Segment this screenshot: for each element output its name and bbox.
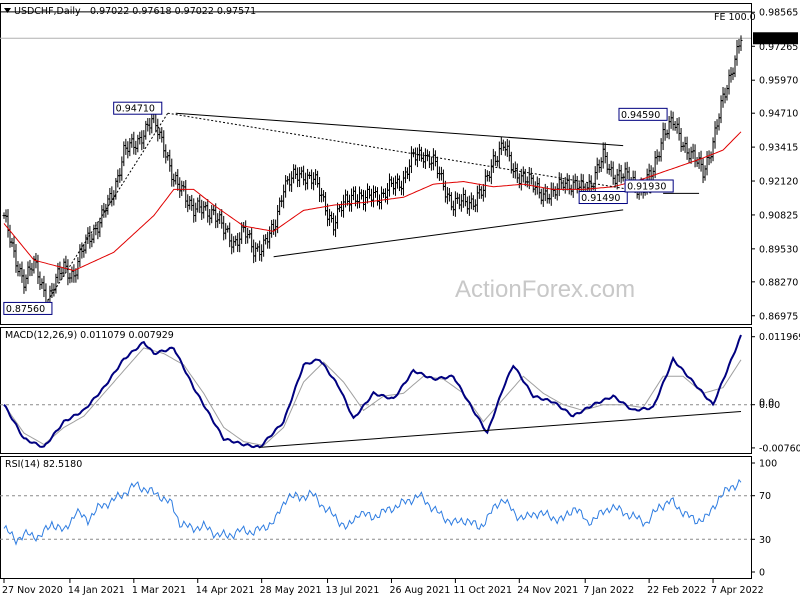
price-y-tick-label: 0.89530 — [759, 244, 798, 255]
price-y-tick-label: 0.95970 — [759, 76, 798, 87]
price-annotation: 0.94710 — [116, 104, 155, 115]
macd-title: MACD(12,26,9) 0.011079 0.007929 — [5, 330, 174, 341]
x-tick-label: 7 Apr 2022 — [711, 585, 764, 596]
dropdown-triangle-icon[interactable] — [4, 8, 11, 13]
price-y-tick-label: 0.88270 — [759, 277, 798, 288]
moving-average-line — [3, 131, 742, 272]
price-annotation-box — [578, 191, 628, 205]
macd-line — [3, 334, 742, 449]
macd-layer — [0, 334, 751, 449]
price-annotation-box — [618, 107, 668, 121]
price-y-tick-label: 0.94710 — [759, 109, 798, 120]
x-tick-label: 13 Jul 2021 — [326, 585, 380, 596]
price-annotation: 0.87560 — [6, 304, 45, 315]
trendline — [47, 112, 169, 301]
price-y-tick-label: 0.93415 — [759, 143, 798, 154]
macd-y-tick-label: -0.007604 — [759, 443, 800, 454]
x-tick-label: 26 Aug 2021 — [389, 585, 450, 596]
rsi-y-tick-label: 0 — [759, 568, 765, 579]
price-y-tick-label: 0.92120 — [759, 177, 798, 188]
last-price-tag — [753, 32, 798, 45]
x-tick-label: 7 Jan 2022 — [583, 585, 634, 596]
price-annotation: 0.94590 — [621, 110, 660, 121]
axis-layer: 0.98565 0.97265 0.95970 0.94710 0.93415 0.921… — [2, 8, 800, 596]
macd-y-tick-label: 0.011969 — [759, 332, 800, 343]
rsi-y-tick-label: 30 — [759, 535, 771, 546]
fe-label: FE 100.0 — [714, 12, 756, 23]
price-bar — [739, 35, 743, 52]
macd-zero-label-extra: 0.0 — [759, 398, 774, 409]
price-y-tick-label: 0.97265 — [759, 42, 798, 53]
x-tick-label: 22 Feb 2022 — [647, 585, 706, 596]
watermark: ActionForex.com — [455, 276, 635, 303]
rsi-title: RSI(14) 82.5180 — [5, 459, 82, 470]
trendline — [167, 112, 654, 194]
x-tick-label: 24 Nov 2021 — [517, 585, 578, 596]
x-tick-label: 11 Oct 2021 — [453, 585, 512, 596]
trendline — [175, 112, 624, 147]
price-y-tick-label: 0.98565 — [759, 8, 798, 19]
rsi-y-tick-label: 70 — [759, 491, 771, 502]
price-layer: 0.94710 0.87560 0.94590 0.91490 0.91930 — [0, 11, 751, 315]
macd-signal-line — [3, 347, 742, 447]
price-annotation-box — [3, 301, 53, 315]
x-tick-label: 14 Jan 2021 — [68, 585, 125, 596]
price-annotation-box — [113, 101, 163, 115]
macd-y-tick-label: 0.00 — [759, 400, 780, 411]
x-tick-label: 1 Mar 2021 — [132, 585, 186, 596]
x-tick-label: 14 Apr 2021 — [196, 585, 255, 596]
price-annotation: 0.91490 — [581, 193, 620, 204]
last-price-tag-text: 0.97571 — [756, 34, 795, 45]
x-tick-label: 28 May 2021 — [260, 585, 322, 596]
rsi-y-tick-label: 100 — [759, 459, 777, 470]
price-y-tick-label: 0.86975 — [759, 311, 798, 322]
rsi-pane — [0, 456, 752, 579]
rsi-layer — [0, 478, 751, 546]
x-tick-label: 27 Nov 2020 — [2, 585, 63, 596]
price-y-tick-label: 0.90825 — [759, 210, 798, 221]
price-pane — [0, 3, 752, 325]
price-annotation: 0.91930 — [627, 181, 666, 192]
price-annotation-box — [624, 179, 674, 193]
macd-pane — [0, 327, 752, 454]
trendline — [273, 209, 624, 258]
macd-trendline — [259, 411, 742, 448]
rsi-line — [3, 478, 742, 546]
